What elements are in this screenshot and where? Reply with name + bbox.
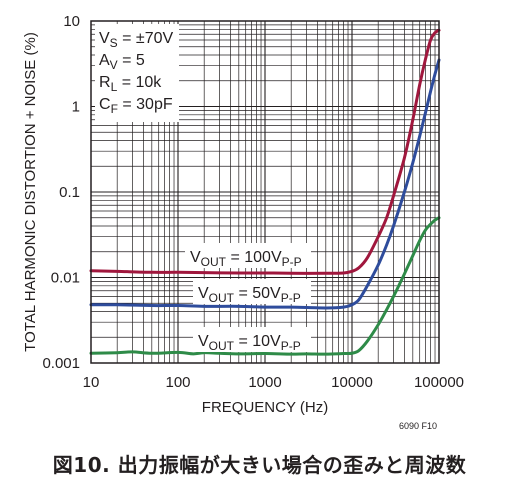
x-tick-label: 1000 [248, 374, 281, 391]
y-tick-label: 1 [72, 99, 80, 116]
series-lines [89, 28, 441, 356]
y-tick-labels: 0.001 0.01 0.1 1 10 [42, 13, 80, 372]
series-label-50vpp-background [193, 279, 311, 304]
condition-vs: VS = ±70V [99, 30, 174, 50]
x-axis-title: FREQUENCY (Hz) [202, 399, 328, 416]
conditions-legend: VS = ±70V AV = 5 RL = 10k CF = 30pF [95, 24, 179, 122]
series-line-2 [89, 216, 441, 356]
series-label-100vpp-text: VOUT = 100VP-P [190, 249, 302, 269]
series-label-50vpp-text: VOUT = 50VP-P [198, 285, 301, 305]
series-label-10vpp-background [193, 327, 311, 352]
y-tick-label: 10 [63, 13, 80, 30]
y-tick-label: 0.001 [42, 355, 80, 372]
x-tick-label: 100000 [414, 374, 464, 391]
y-tick-label: 0.01 [51, 270, 80, 287]
series-label-100vpp: VOUT = 100VP-P [185, 243, 311, 269]
x-tick-label: 10 [83, 374, 100, 391]
figure-caption: 図10. 出力振幅が大きい場合の歪みと周波数 [52, 453, 467, 477]
x-tick-label: 100 [165, 374, 190, 391]
condition-cf: CF = 30pF [99, 96, 173, 116]
x-tick-label: 10000 [331, 374, 373, 391]
series-line-0 [89, 28, 441, 275]
conditions-background [95, 24, 179, 122]
x-tick-labels: 10 100 1000 10000 100000 [83, 374, 464, 391]
figure-code: 6090 F10 [399, 421, 437, 431]
y-tick-label: 0.1 [59, 184, 80, 201]
condition-rl: RL = 10k [99, 74, 162, 94]
series-line-1 [89, 58, 441, 310]
y-axis-title: TOTAL HARMONIC DISTORTION + NOISE (%) [22, 32, 39, 352]
plot-frame [90, 20, 440, 364]
series-label-100vpp-background [185, 243, 311, 268]
series-label-10vpp: VOUT = 10VP-P [193, 327, 311, 353]
series-label-50vpp: VOUT = 50VP-P [193, 279, 311, 305]
series-label-10vpp-text: VOUT = 10VP-P [198, 333, 301, 353]
condition-av: AV = 5 [99, 52, 145, 72]
